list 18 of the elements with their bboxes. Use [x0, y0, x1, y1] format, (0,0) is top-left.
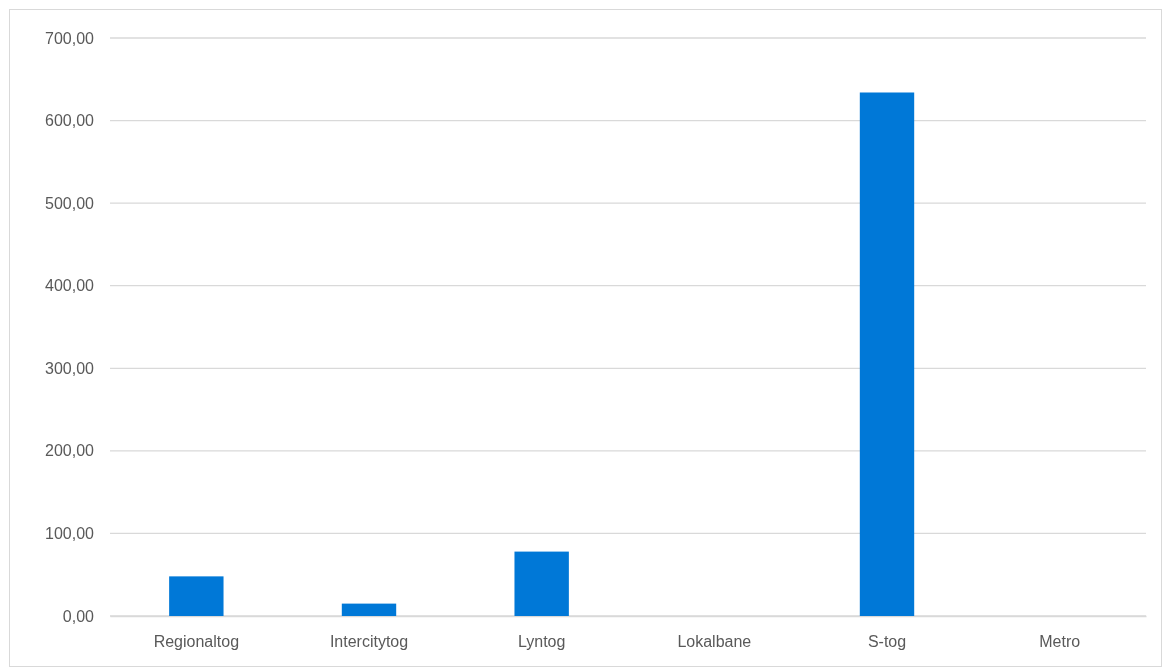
x-tick-label: Lokalbane [677, 633, 752, 651]
y-tick-label: 0,00 [62, 607, 95, 625]
y-tick-label: 600,00 [45, 112, 95, 130]
bar [859, 92, 915, 616]
y-tick-label: 100,00 [45, 525, 95, 543]
x-tick-label: Metro [1039, 633, 1081, 651]
x-tick-label: Lyntog [517, 633, 566, 651]
x-tick-label: S-tog [867, 633, 907, 651]
y-tick-label: 700,00 [45, 29, 95, 47]
bar [341, 603, 397, 616]
y-tick-label: 300,00 [45, 359, 95, 377]
x-tick-label: Intercitytog [329, 633, 409, 651]
y-tick-label: 500,00 [45, 194, 95, 212]
y-tick-label: 400,00 [45, 277, 95, 295]
bar [514, 551, 569, 616]
y-tick-label: 200,00 [45, 442, 95, 460]
bar [169, 576, 224, 616]
x-tick-label: Regionaltog [153, 633, 240, 651]
